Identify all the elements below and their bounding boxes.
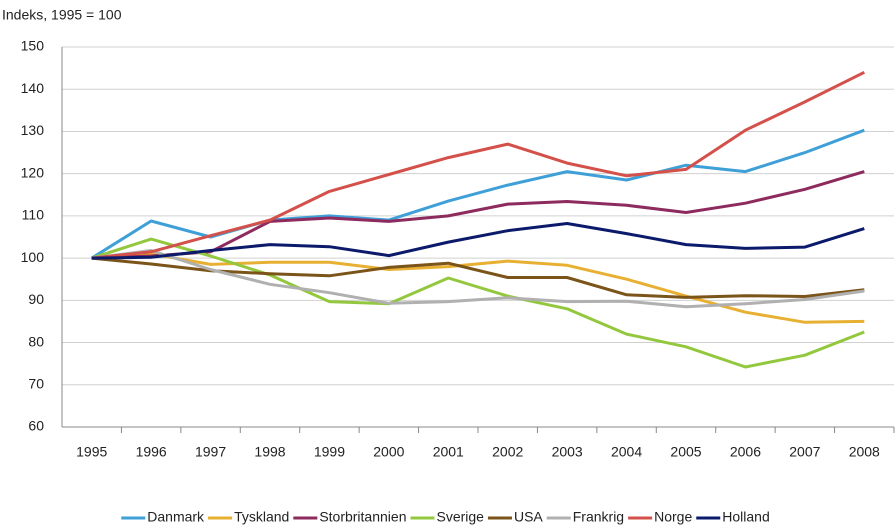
- x-tick-label: 1996: [136, 444, 167, 460]
- series-line: [91, 237, 865, 369]
- legend-label: Frankrig: [573, 509, 624, 525]
- x-tick-label: 2005: [670, 444, 701, 460]
- y-tick-label: 70: [28, 375, 44, 391]
- legend-label: Storbritannien: [319, 509, 406, 525]
- x-tick-label: 1997: [195, 444, 226, 460]
- y-tick-label: 90: [28, 291, 44, 307]
- legend-label: Sverige: [436, 509, 484, 525]
- y-tick-label: 150: [21, 38, 45, 54]
- legend-label: Norge: [654, 509, 692, 525]
- x-tick-label: 2007: [789, 444, 820, 460]
- y-tick-label: 110: [22, 207, 45, 223]
- series-line: [91, 249, 865, 309]
- x-tick-label: 2001: [433, 444, 464, 460]
- series-line: [91, 222, 865, 260]
- legend-label: USA: [514, 509, 543, 525]
- x-tick-label: 2008: [849, 444, 880, 460]
- x-tick-label: 2002: [492, 444, 523, 460]
- x-tick-label: 1998: [254, 444, 285, 460]
- y-tick-label: 120: [21, 164, 45, 180]
- legend-label: Holland: [722, 509, 769, 525]
- series-line: [91, 252, 865, 324]
- x-tick-label: 1995: [76, 444, 107, 460]
- y-tick-label: 130: [21, 122, 45, 138]
- x-tick-label: 2003: [552, 444, 583, 460]
- x-tick-label: 2004: [611, 444, 642, 460]
- x-tick-label: 2006: [730, 444, 761, 460]
- y-tick-label: 100: [21, 249, 45, 265]
- x-tick-label: 2000: [373, 444, 404, 460]
- legend-label: Tyskland: [234, 509, 289, 525]
- series-line: [91, 170, 865, 260]
- y-tick-label: 80: [28, 333, 44, 349]
- x-tick-label: 1999: [314, 444, 345, 460]
- y-tick-label: 60: [28, 418, 44, 434]
- legend: Danmark Tyskland Storbritannien Sverige USA F…: [121, 509, 770, 525]
- legend-label: Danmark: [147, 509, 205, 525]
- y-axis-label: Indeks, 1995 = 100: [2, 7, 122, 23]
- series-line: [91, 70, 865, 260]
- y-tick-label: 140: [21, 80, 45, 96]
